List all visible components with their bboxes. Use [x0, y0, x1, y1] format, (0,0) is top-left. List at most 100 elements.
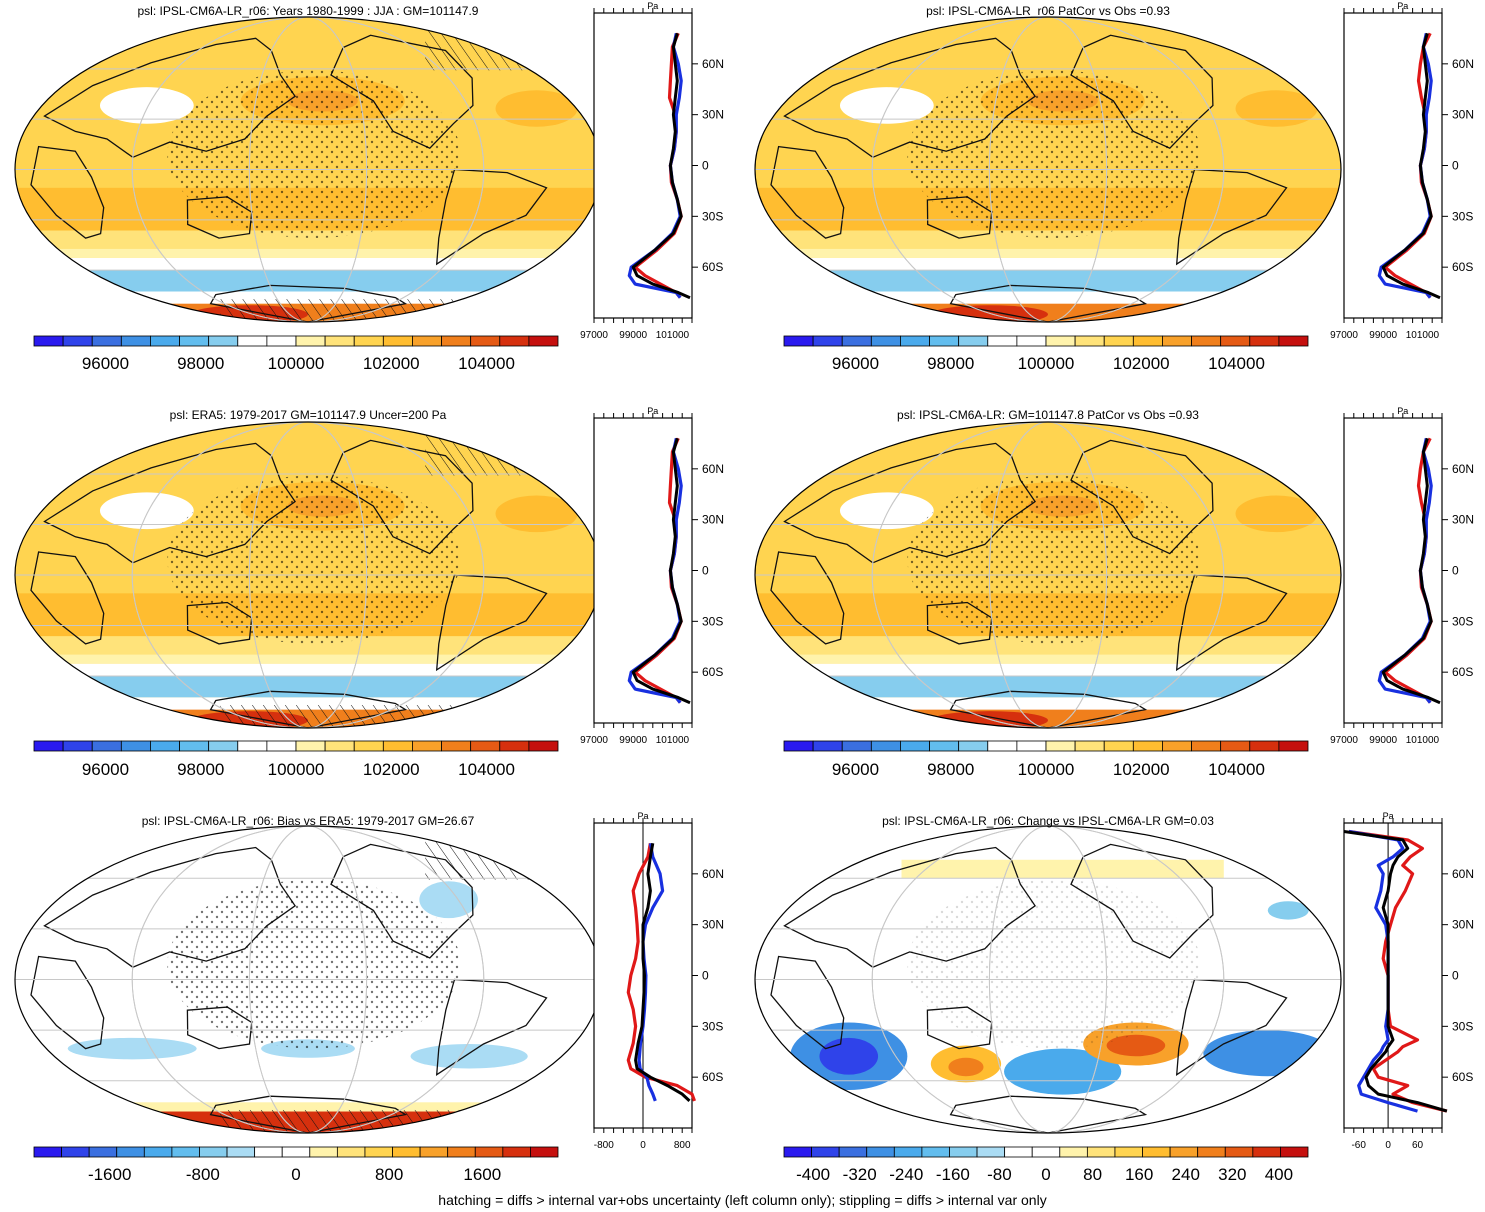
colorbar-box	[1252, 1146, 1281, 1158]
graticule-lon	[988, 422, 1108, 728]
colorbar-tick-label: 104000	[458, 354, 515, 373]
colorbar-box	[1074, 740, 1105, 752]
x-tick-label: 99000	[1369, 330, 1397, 341]
coastline-south-america	[435, 574, 548, 672]
colorbar-tick-label: -160	[936, 1165, 970, 1184]
colorbar-tick-label: 102000	[1113, 760, 1170, 779]
pressure-band	[755, 257, 1341, 271]
colorbar-box	[336, 1146, 366, 1158]
profile-line-obs	[631, 32, 691, 300]
coastline-antarctica	[949, 1095, 1148, 1133]
colorbar-box	[499, 740, 530, 752]
coastline-south-america	[1175, 574, 1288, 672]
colorbar-tick-label: -320	[843, 1165, 877, 1184]
colorbar-tick-label: 0	[291, 1165, 300, 1184]
hatching-south	[220, 705, 601, 728]
colorbar-box	[179, 740, 210, 752]
colorbar-tick-label: 100000	[1018, 354, 1075, 373]
colorbar-box	[1004, 1146, 1033, 1158]
map-border	[754, 16, 1342, 323]
lat-tick-label: 30N	[702, 108, 724, 122]
hatching-south	[220, 299, 601, 322]
profile-line-obs	[634, 843, 691, 1102]
coastline-antarctica	[949, 284, 1148, 322]
x-tick-label: 99000	[1369, 735, 1397, 746]
antarctic-high	[755, 303, 1341, 322]
graticule-lon	[248, 17, 368, 322]
pressure-band	[15, 248, 601, 258]
colorbar-box	[866, 1146, 895, 1158]
colorbar-box	[324, 335, 355, 347]
change-blob	[1203, 1030, 1333, 1077]
map-panel-5: psl: IPSL-CM6A-LR_r06: Bias vs ERA5: 197…	[14, 814, 602, 1134]
colorbar-box	[266, 335, 297, 347]
colorbar-tick-label: 102000	[1113, 354, 1170, 373]
colorbar-box	[987, 740, 1018, 752]
azores-high	[495, 495, 578, 533]
profile-line-obs	[1381, 32, 1441, 300]
colorbar-box	[266, 740, 297, 752]
colorbar-box	[1278, 335, 1309, 347]
lat-tick-label: 60N	[1452, 462, 1474, 476]
azores-high	[1235, 495, 1318, 533]
colorbar-box	[199, 1146, 228, 1158]
colorbar-box	[783, 335, 814, 347]
colorbar-box	[208, 335, 239, 347]
colorbar-box	[91, 740, 122, 752]
lat-tick-label: 30S	[702, 209, 723, 223]
colorbar-box	[143, 1146, 173, 1158]
colorbar-box	[1114, 1146, 1143, 1158]
azores-high	[1235, 90, 1318, 127]
colorbar-box	[179, 335, 210, 347]
colorbar-box	[870, 740, 901, 752]
coastline-africa	[30, 955, 105, 1050]
colorbar-panel-1: 96000 98000 100000 102000 104000	[33, 335, 559, 373]
colorbar-box	[783, 740, 814, 752]
colorbar-box	[1249, 335, 1280, 347]
profile-panel-2: Pa 60N 30N 0 30S 60S 97000 99000 101000	[1330, 1, 1474, 341]
colorbar-tick-label: 102000	[363, 354, 420, 373]
colorbar-box	[1132, 335, 1163, 347]
lat-tick-label: 30S	[1452, 1019, 1473, 1033]
map-panel-2: psl: IPSL-CM6A-LR_r06 PatCor vs Obs =0.9…	[754, 4, 1342, 323]
lat-tick-label: 0	[1452, 564, 1459, 578]
colorbar-tick-label: -400	[796, 1165, 830, 1184]
map-border	[754, 421, 1342, 729]
lat-tick-label: 0	[1452, 159, 1459, 173]
change-blob	[1267, 901, 1309, 920]
stippling	[907, 879, 1201, 1049]
asian-low	[99, 87, 194, 124]
colorbar-box	[530, 1146, 559, 1158]
colorbar-box	[958, 740, 989, 752]
colorbar-tick-label: 98000	[177, 760, 224, 779]
colorbar-box	[364, 1146, 393, 1158]
colorbar-tick-label: 104000	[458, 760, 515, 779]
lat-tick-label: 0	[702, 969, 709, 983]
colorbar-box	[382, 335, 413, 347]
bias-blob	[419, 881, 478, 919]
hatching-north	[425, 826, 601, 880]
colorbar-box	[392, 1146, 421, 1158]
colorbar-box	[116, 1146, 145, 1158]
colorbar-box	[1169, 1146, 1199, 1158]
profile-unit-label: Pa	[647, 406, 658, 416]
colorbar-box	[353, 740, 384, 752]
colorbar-tick-label: 160	[1125, 1165, 1153, 1184]
lat-tick-label: 30N	[1452, 918, 1474, 932]
x-tick-label: 800	[674, 1140, 691, 1151]
stippling	[907, 70, 1201, 239]
stippling	[167, 70, 461, 239]
pressure-band	[15, 654, 601, 664]
change-blob	[948, 1057, 984, 1077]
coastline-africa	[30, 551, 105, 645]
map-title: psl: IPSL-CM6A-LR_r06: Years 1980-1999 :…	[138, 4, 479, 18]
map-panel-4: psl: IPSL-CM6A-LR: GM=101147.8 PatCor vs…	[754, 408, 1342, 729]
bias-rim	[15, 1102, 601, 1112]
coastline-antarctica	[949, 690, 1148, 728]
colorbar-tick-label: -240	[889, 1165, 923, 1184]
colorbar-panel-5: -1600 -800 0 800 1600	[33, 1146, 559, 1184]
colorbar-box	[61, 1146, 90, 1158]
colorbar-box	[120, 335, 151, 347]
graticule-lon	[248, 826, 368, 1133]
coastline-south-america	[435, 978, 548, 1076]
